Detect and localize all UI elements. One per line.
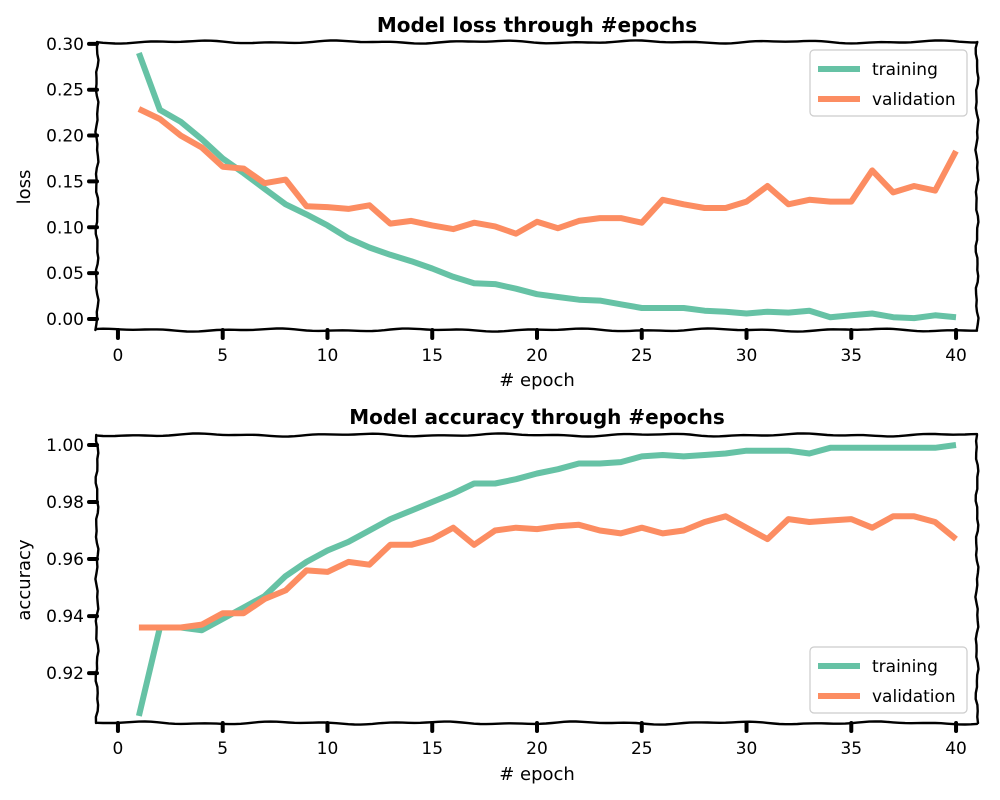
y-axis-label: accuracy (14, 539, 35, 621)
x-tick-label: 40 (945, 739, 967, 759)
x-tick-label: 10 (317, 739, 339, 759)
x-tick-label: 15 (421, 739, 443, 759)
y-tick-label: 0.00 (46, 310, 84, 330)
legend: training validation (809, 49, 968, 117)
x-axis-label: # epoch (499, 764, 575, 785)
x-tick-label: 25 (631, 739, 653, 759)
frame-top (95, 39, 979, 45)
frame-left (94, 40, 100, 332)
x-tick-label: 5 (217, 346, 228, 366)
x-tick-label: 10 (317, 346, 339, 366)
accuracy-chart: Model accuracy through #epochs # epoch a… (14, 405, 980, 785)
y-tick-label: 0.15 (46, 172, 84, 192)
legend-label-validation: validation (872, 687, 956, 707)
chart-title: Model loss through #epochs (377, 13, 697, 37)
legend: training validation (809, 646, 968, 714)
y-tick-label: 0.30 (46, 35, 84, 55)
y-tick-label: 0.25 (46, 81, 84, 101)
y-tick-label: 0.20 (46, 127, 84, 147)
legend-label-validation: validation (872, 90, 956, 110)
chart-title: Model accuracy through #epochs (349, 405, 725, 429)
y-axis-label: loss (14, 170, 35, 205)
y-tick-label: 0.92 (46, 664, 84, 684)
y-tick-label: 0.98 (46, 493, 84, 513)
series-line-training (136, 51, 957, 322)
frame-top (95, 432, 979, 438)
x-tick-label: 30 (736, 739, 758, 759)
frame-left (94, 433, 100, 725)
x-tick-label: 0 (113, 739, 124, 759)
frame-right (974, 40, 980, 332)
x-tick-label: 35 (840, 739, 862, 759)
x-tick-label: 25 (631, 346, 653, 366)
y-tick-label: 0.10 (46, 218, 84, 238)
y-tick-label: 0.05 (46, 264, 84, 284)
legend-label-training: training (872, 60, 938, 80)
series-line-validation (137, 106, 959, 237)
x-tick-label: 20 (526, 739, 548, 759)
y-tick-label: 0.96 (46, 550, 84, 570)
loss-chart: Model loss through #epochs # epoch loss … (14, 13, 980, 391)
series-line-validation (138, 513, 958, 631)
frame-right (974, 433, 980, 725)
x-tick-label: 5 (217, 739, 228, 759)
x-tick-label: 20 (526, 346, 548, 366)
legend-label-training: training (872, 657, 938, 677)
y-tick-label: 1.00 (46, 436, 84, 456)
x-tick-label: 0 (113, 346, 124, 366)
series-line-training (135, 442, 957, 717)
x-tick-label: 15 (421, 346, 443, 366)
x-tick-label: 30 (736, 346, 758, 366)
x-tick-label: 35 (840, 346, 862, 366)
y-tick-label: 0.94 (46, 607, 84, 627)
x-tick-label: 40 (945, 346, 967, 366)
x-axis-label: # epoch (499, 370, 575, 391)
